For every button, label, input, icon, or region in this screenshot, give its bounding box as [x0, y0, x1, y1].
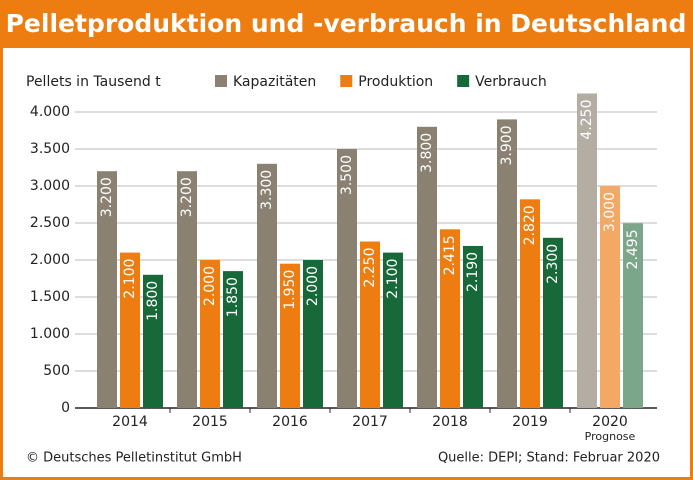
bar — [440, 229, 460, 408]
value-label: 2.190 — [465, 252, 481, 292]
bar — [497, 119, 517, 409]
legend-label: Produktion — [358, 74, 433, 90]
copyright: © Deutsches Pelletinstitut GmbH — [26, 451, 242, 466]
x-tick-label: 2016 — [272, 414, 308, 430]
chart-title: Pelletproduktion und -verbrauch in Deuts… — [6, 9, 687, 38]
bar — [257, 163, 277, 408]
value-label: 2.415 — [442, 235, 458, 275]
x-tick-label: 2019 — [512, 414, 548, 430]
bar — [463, 245, 483, 408]
y-tick-label: 1.000 — [30, 326, 70, 342]
bar — [577, 93, 597, 408]
bar — [623, 223, 643, 408]
bar — [97, 171, 117, 408]
legend-label: Verbrauch — [475, 74, 547, 90]
header — [0, 0, 693, 48]
value-label: 3.800 — [419, 133, 435, 173]
bar — [280, 263, 300, 408]
y-tick-label: 500 — [43, 363, 70, 379]
value-label: 1.950 — [282, 270, 298, 310]
legend-swatch — [215, 75, 227, 87]
bar — [143, 274, 163, 408]
bar — [337, 149, 357, 408]
value-label: 2.000 — [305, 266, 321, 306]
value-label: 3.300 — [259, 170, 275, 210]
value-label: 2.000 — [202, 266, 218, 306]
x-tick-label: 2017 — [352, 414, 388, 430]
bar — [200, 260, 220, 408]
source: Quelle: DEPI; Stand: Februar 2020 — [438, 451, 660, 466]
value-label: 3.000 — [602, 192, 618, 232]
value-label: 2.250 — [362, 248, 378, 288]
value-label: 2.100 — [122, 259, 138, 299]
legend-label: Kapazitäten — [233, 74, 316, 90]
category-note: Prognose — [585, 430, 636, 443]
value-label: 1.800 — [145, 281, 161, 321]
y-tick-label: 3.500 — [30, 141, 70, 157]
value-label: 2.100 — [385, 259, 401, 299]
bar — [223, 271, 243, 408]
value-label: 3.900 — [499, 125, 515, 165]
value-label: 2.820 — [522, 205, 538, 245]
x-tick-label: 2014 — [112, 414, 148, 430]
bar — [417, 126, 437, 409]
x-tick-label: 2015 — [192, 414, 228, 430]
value-label: 3.200 — [99, 177, 115, 217]
bar — [600, 186, 620, 408]
bar — [383, 252, 403, 408]
bar — [120, 252, 140, 408]
value-label: 3.500 — [339, 155, 355, 195]
value-label: 2.300 — [545, 244, 561, 284]
y-tick-label: 2.000 — [30, 252, 70, 268]
bar — [520, 199, 540, 408]
y-tick-label: 0 — [61, 400, 70, 416]
bar — [360, 241, 380, 408]
y-tick-label: 1.500 — [30, 289, 70, 305]
bar — [177, 171, 197, 408]
x-tick-label: 2020 — [592, 414, 628, 430]
value-label: 4.250 — [579, 100, 595, 140]
y-tick-label: 2.500 — [30, 215, 70, 231]
value-label: 2.495 — [625, 229, 641, 269]
legend-swatch — [340, 75, 353, 87]
value-label: 3.200 — [179, 177, 195, 217]
legend-swatch — [457, 75, 470, 87]
y-tick-label: 3.000 — [30, 178, 70, 194]
y-tick-label: 4.000 — [30, 104, 70, 120]
value-label: 1.850 — [225, 277, 241, 317]
y-axis-label: Pellets in Tausend t — [26, 74, 161, 90]
bar — [303, 260, 323, 408]
bar — [543, 237, 563, 408]
x-tick-label: 2018 — [432, 414, 468, 430]
